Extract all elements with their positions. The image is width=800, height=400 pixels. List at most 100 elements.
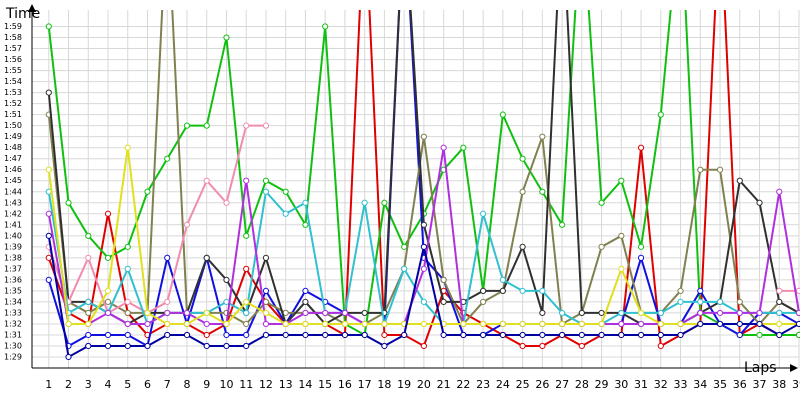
point (104, 298, 112, 306)
point (45, 254, 52, 261)
point (697, 320, 704, 328)
point (183, 122, 191, 129)
point (104, 309, 112, 317)
point (282, 331, 289, 339)
y-tick-label: 1:54 (4, 77, 22, 86)
point (558, 309, 566, 317)
point (618, 320, 625, 328)
point (164, 298, 171, 306)
point (776, 331, 783, 339)
point (716, 320, 724, 328)
x-tick-label: 30 (614, 378, 628, 391)
point (45, 276, 52, 283)
point (539, 331, 546, 339)
point (243, 232, 250, 239)
x-tick-label: 11 (239, 378, 253, 391)
point (203, 254, 210, 261)
point (223, 331, 230, 339)
point (677, 331, 684, 339)
y-tick-label: 1:49 (4, 132, 22, 141)
y-tick-label: 1:32 (4, 319, 22, 328)
point (578, 309, 585, 317)
y-tick-label: 1:44 (4, 187, 22, 196)
point (302, 287, 309, 294)
point (302, 331, 309, 339)
point (85, 331, 92, 339)
y-tick-label: 1:34 (4, 297, 22, 306)
x-tick-label: 2 (65, 378, 72, 391)
x-tick-label: 38 (772, 378, 786, 391)
point (618, 331, 625, 339)
point (243, 309, 250, 317)
x-tick-label: 13 (279, 378, 293, 391)
x-tick-label: 29 (595, 378, 609, 391)
point (637, 320, 645, 328)
point (361, 309, 368, 317)
x-tick-label: 16 (338, 378, 352, 391)
point (697, 166, 704, 173)
x-tick-label: 23 (476, 378, 490, 391)
point (243, 342, 250, 350)
point (736, 177, 743, 184)
x-tick-label: 20 (417, 378, 431, 391)
y-axis-label: Time (5, 6, 40, 22)
point (124, 342, 131, 350)
y-tick-label: 1:55 (4, 66, 22, 75)
point (164, 254, 171, 261)
x-arrow (790, 364, 798, 372)
point (203, 177, 210, 184)
point (598, 199, 605, 206)
point (243, 320, 250, 328)
point (420, 243, 427, 250)
point (618, 232, 625, 239)
point (499, 331, 506, 339)
point (203, 122, 210, 129)
point (164, 320, 171, 328)
x-tick-label: 28 (575, 378, 589, 391)
point (104, 331, 112, 339)
x-tick-label: 21 (437, 378, 451, 391)
y-tick-label: 1:53 (4, 88, 22, 97)
point (401, 331, 408, 339)
y-tick-label: 1:58 (4, 33, 22, 42)
point (282, 188, 289, 195)
point (104, 287, 112, 294)
x-tick-label: 32 (654, 378, 668, 391)
x-tick-label: 9 (203, 378, 210, 391)
point (124, 331, 131, 339)
point (756, 309, 763, 317)
x-tick-label: 10 (219, 378, 233, 391)
point (124, 265, 131, 272)
x-tick-label: 4 (105, 378, 112, 391)
point (539, 287, 546, 294)
point (756, 320, 763, 328)
x-tick-label: 34 (693, 378, 707, 391)
point (203, 342, 210, 350)
point (144, 188, 151, 195)
point (322, 23, 329, 30)
point (657, 111, 664, 118)
x-tick-label: 25 (516, 378, 530, 391)
y-tick-label: 1:48 (4, 143, 22, 152)
point (539, 309, 546, 317)
y-tick-label: 1:40 (4, 231, 22, 240)
y-tick-label: 1:46 (4, 165, 22, 174)
point (104, 210, 112, 217)
point (243, 298, 250, 306)
point (460, 144, 467, 151)
point (144, 342, 151, 350)
x-tick-label: 39 (792, 378, 800, 391)
x-tick-label: 12 (259, 378, 273, 391)
point (440, 276, 447, 283)
point (420, 298, 427, 306)
point (420, 133, 427, 140)
point (420, 265, 427, 272)
point (558, 331, 566, 339)
point (243, 331, 250, 339)
point (223, 320, 230, 328)
point (65, 353, 72, 361)
point (716, 309, 724, 317)
point (519, 287, 526, 294)
point (716, 298, 724, 306)
